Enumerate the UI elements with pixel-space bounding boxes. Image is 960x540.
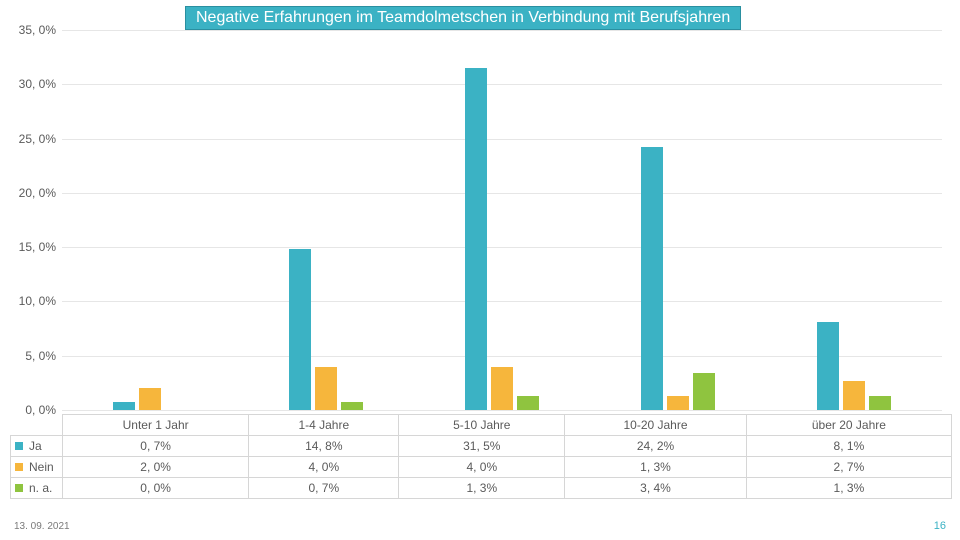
y-axis-label: 20, 0% [10,186,56,200]
data-cell: 1, 3% [399,478,565,499]
chart-title: Negative Erfahrungen im Teamdolmetschen … [185,6,741,30]
category-header: Unter 1 Jahr [63,415,249,436]
bar [315,367,337,410]
data-cell: 24, 2% [565,436,747,457]
bar [517,396,539,410]
data-cell: 0, 7% [249,478,399,499]
bar [667,396,689,410]
footer-date: 13. 09. 2021 [14,521,70,532]
data-cell: 4, 0% [249,457,399,478]
bar [843,381,865,410]
bar [869,396,891,410]
bar [341,402,363,410]
bar-group [414,30,590,410]
y-axis-label: 25, 0% [10,132,56,146]
bar-group [590,30,766,410]
table-row: Nein2, 0%4, 0%4, 0%1, 3%2, 7% [11,457,952,478]
legend-swatch [15,442,23,450]
y-axis-label: 30, 0% [10,77,56,91]
data-cell: 0, 7% [63,436,249,457]
data-cell: 4, 0% [399,457,565,478]
table-row: n. a.0, 0%0, 7%1, 3%3, 4%1, 3% [11,478,952,499]
data-cell: 3, 4% [565,478,747,499]
data-cell: 2, 0% [63,457,249,478]
y-axis-label: 5, 0% [10,349,56,363]
bar [641,147,663,410]
category-header: über 20 Jahre [746,415,951,436]
series-label: Nein [11,457,63,478]
data-cell: 31, 5% [399,436,565,457]
bar-group [62,30,238,410]
table-row: Ja0, 7%14, 8%31, 5%24, 2%8, 1% [11,436,952,457]
data-cell: 14, 8% [249,436,399,457]
series-label: n. a. [11,478,63,499]
bar-groups [62,30,942,410]
y-axis-label: 10, 0% [10,294,56,308]
legend-swatch [15,484,23,492]
data-cell: 2, 7% [746,457,951,478]
bar [113,402,135,410]
data-cell: 0, 0% [63,478,249,499]
series-label: Ja [11,436,63,457]
footer-page-number: 16 [934,520,946,532]
category-header: 1-4 Jahre [249,415,399,436]
bar [465,68,487,410]
y-axis-label: 35, 0% [10,23,56,37]
category-header: 5-10 Jahre [399,415,565,436]
y-axis-label: 15, 0% [10,240,56,254]
bar [817,322,839,410]
bar [693,373,715,410]
data-cell: 1, 3% [565,457,747,478]
bar [289,249,311,410]
legend-swatch [15,463,23,471]
bar-group [766,30,942,410]
data-cell: 1, 3% [746,478,951,499]
chart-plot-area: 0, 0%5, 0%10, 0%15, 0%20, 0%25, 0%30, 0%… [62,30,942,410]
bar [491,367,513,410]
bar [139,388,161,410]
data-table: Unter 1 Jahr1-4 Jahre5-10 Jahre10-20 Jah… [10,414,952,499]
bar-group [238,30,414,410]
category-header: 10-20 Jahre [565,415,747,436]
data-cell: 8, 1% [746,436,951,457]
gridline [62,410,942,411]
